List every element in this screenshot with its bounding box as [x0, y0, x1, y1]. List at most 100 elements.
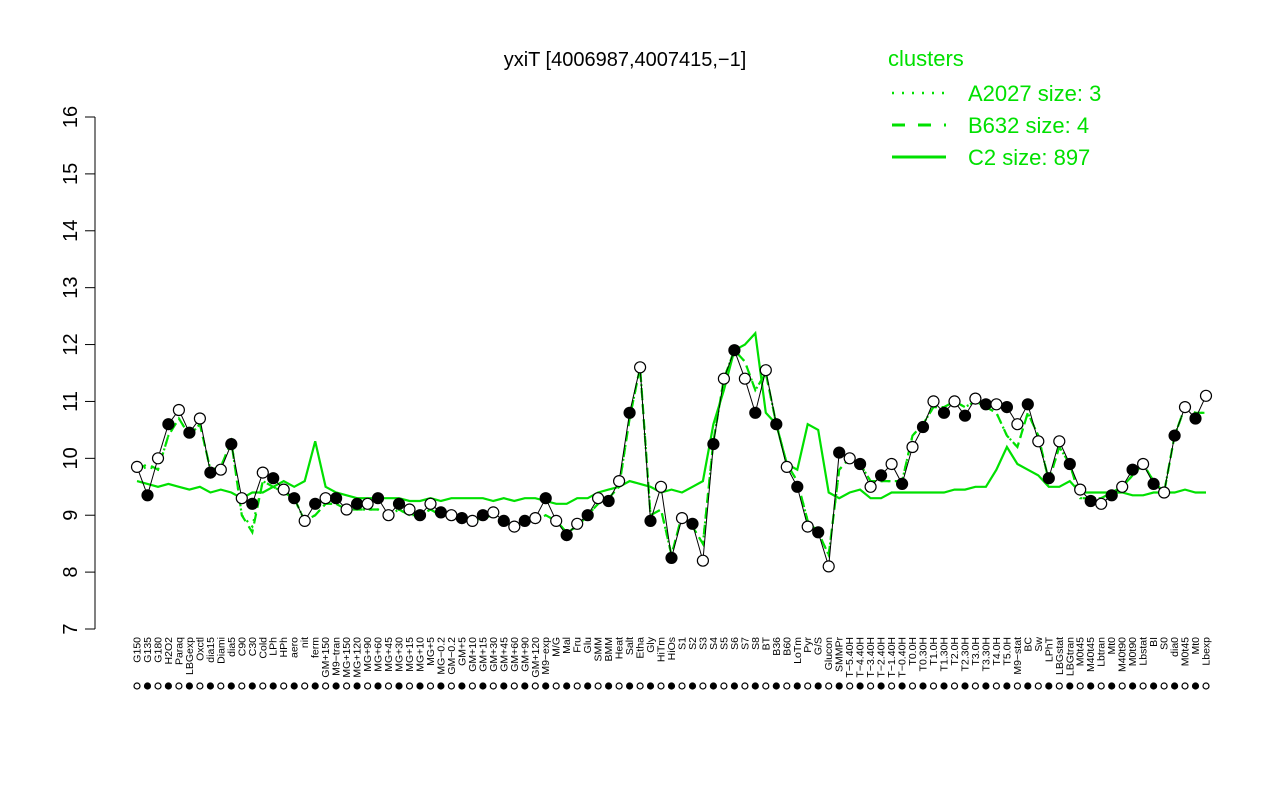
x-marker [961, 682, 969, 690]
data-point [948, 395, 961, 408]
x-marker [825, 682, 833, 690]
series-line-dotted [136, 348, 1206, 559]
y-tick-label: 11 [60, 391, 82, 412]
x-marker [762, 682, 770, 690]
x-tick-label: SMM [593, 637, 605, 662]
data-point [833, 446, 846, 459]
y-tick-label: 14 [60, 220, 82, 242]
x-tick-label: GM+30 [488, 637, 500, 672]
x-marker [709, 682, 718, 690]
x-tick-label: T3.30H [980, 637, 992, 671]
x-marker [699, 682, 707, 690]
data-point [382, 509, 395, 522]
x-tick-label: Oxctl [194, 637, 206, 661]
data-point [518, 514, 531, 528]
x-tick-label: C90 [236, 637, 248, 656]
data-point [1095, 497, 1108, 510]
data-point [906, 440, 919, 454]
x-tick-label: T5.0H [1001, 637, 1013, 666]
x-marker [343, 682, 351, 690]
x-tick-label: MG−0.2 [435, 637, 447, 675]
x-tick-label: M40t45 [1085, 637, 1097, 672]
data-point [1178, 401, 1192, 414]
data-point [235, 492, 248, 505]
data-point [1021, 398, 1034, 411]
data-points [130, 344, 1213, 573]
x-marker [584, 682, 592, 690]
x-tick-label: MG+150 [341, 637, 353, 678]
x-marker [856, 682, 864, 690]
x-marker [678, 682, 686, 690]
x-marker [259, 682, 267, 690]
x-marker [835, 682, 843, 690]
data-point [707, 438, 720, 451]
data-point [214, 463, 227, 476]
x-marker [510, 682, 518, 690]
data-point [1199, 389, 1213, 402]
x-marker [1013, 682, 1022, 690]
x-tick-label: T−4.40H [855, 637, 867, 678]
x-marker [500, 682, 508, 690]
x-tick-label: S4 [708, 637, 720, 650]
data-point [550, 514, 563, 528]
data-point [162, 418, 175, 431]
x-marker [1066, 682, 1074, 690]
x-tick-label: Lbstat [1138, 637, 1150, 666]
x-marker [322, 682, 330, 690]
x-marker [185, 682, 193, 690]
x-marker [992, 682, 1001, 690]
data-point [141, 489, 154, 502]
x-marker [238, 682, 246, 690]
data-point [267, 472, 280, 485]
x-marker [1170, 682, 1179, 690]
x-marker [793, 682, 801, 690]
x-tick-label: aero [289, 637, 301, 658]
data-point [937, 406, 951, 419]
x-marker [1160, 682, 1168, 690]
x-tick-label: M40t90 [1117, 637, 1129, 672]
x-marker [164, 682, 172, 690]
x-tick-label: Etha [635, 637, 647, 659]
data-point [1011, 418, 1024, 431]
x-marker [227, 682, 235, 690]
series-line-solid [136, 330, 1206, 505]
data-point [151, 452, 165, 465]
data-point [361, 497, 374, 510]
data-point [801, 520, 814, 533]
x-marker [1202, 682, 1210, 690]
x-marker [877, 682, 885, 690]
x-marker [929, 682, 938, 690]
data-point [738, 372, 752, 385]
data-point [466, 514, 479, 528]
x-marker [887, 682, 896, 690]
data-point [424, 497, 437, 510]
x-tick-label: M0t45 [1180, 637, 1192, 666]
x-marker [1097, 682, 1105, 690]
x-tick-label: GM+5 [456, 637, 468, 666]
x-marker [1128, 682, 1137, 690]
x-tick-label: T2.0H [949, 637, 961, 666]
data-point [717, 372, 731, 385]
x-marker [1003, 682, 1011, 690]
x-tick-label: T−3.40H [865, 637, 877, 678]
x-tick-label: GM+15 [477, 637, 489, 672]
x-marker [866, 682, 875, 690]
x-marker [950, 682, 959, 690]
x-marker [479, 682, 487, 690]
x-marker [458, 682, 466, 690]
x-tick-label: LPhT [1043, 636, 1055, 662]
data-point [780, 460, 793, 473]
x-marker [154, 682, 162, 690]
data-point [885, 457, 898, 471]
x-tick-label: LBGstat [1054, 637, 1066, 675]
legend-entry: B632 size: 4 [968, 113, 1089, 138]
x-marker [636, 682, 644, 690]
x-tick-label: Mt0 [1190, 637, 1202, 655]
x-tick-label: GM+10 [467, 637, 479, 672]
x-tick-label: T1.0H [928, 637, 940, 666]
x-tick-label: G135 [142, 637, 154, 663]
data-point [1126, 463, 1139, 476]
x-marker [720, 682, 728, 690]
data-point [623, 406, 636, 419]
